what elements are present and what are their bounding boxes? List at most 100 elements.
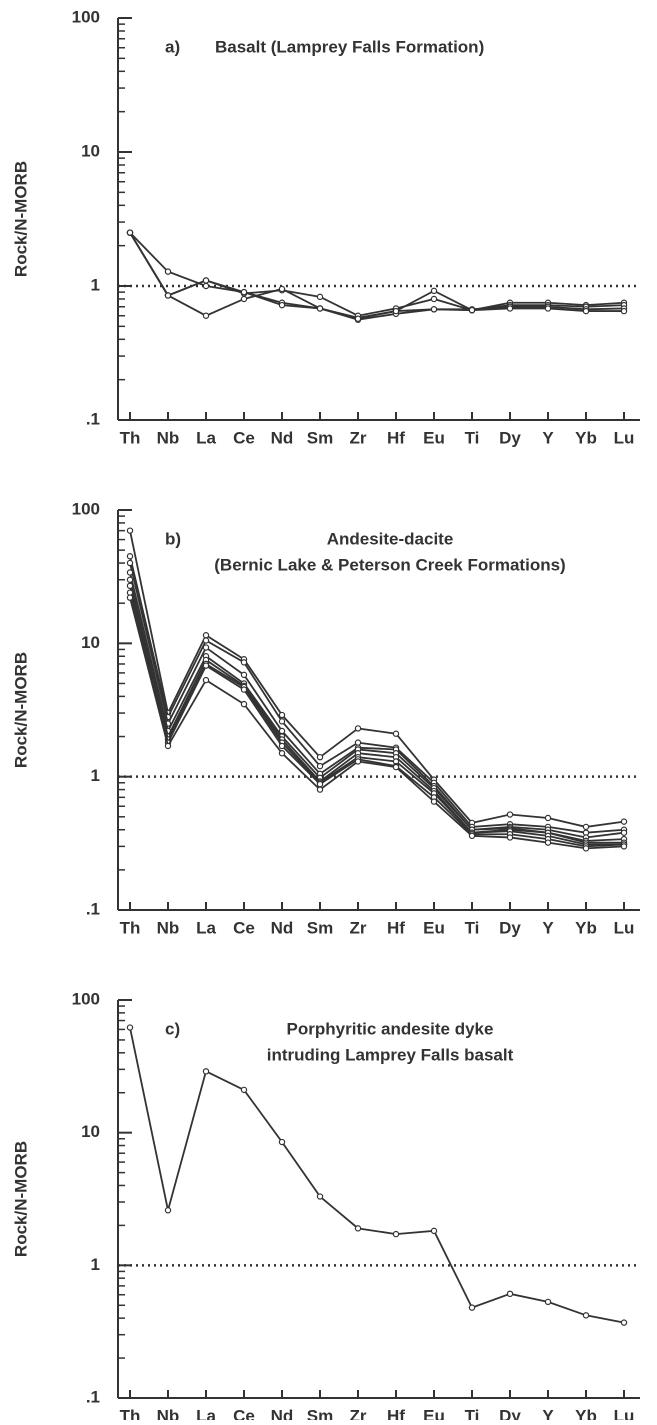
y-tick-label: .1: [86, 409, 100, 428]
data-point: [202, 662, 210, 669]
data-point: [202, 632, 210, 639]
data-point: [202, 277, 210, 284]
data-point: [126, 576, 134, 583]
data-point: [278, 301, 286, 309]
data-point: [316, 753, 324, 761]
y-tick-label: 1: [91, 766, 100, 785]
data-point: [544, 305, 552, 312]
x-tick-label: Ti: [465, 918, 480, 937]
x-tick-label: Hf: [387, 918, 405, 937]
data-point: [468, 1304, 476, 1311]
series-line: [129, 1027, 625, 1324]
x-tick-label: Lu: [614, 918, 635, 937]
panel-label: c): [165, 1019, 180, 1038]
y-axis-label: Rock/N-MORB: [11, 161, 30, 277]
x-tick-label: Ti: [465, 428, 480, 447]
x-tick-label: Ti: [465, 1406, 480, 1420]
y-tick-label: 1: [91, 275, 100, 294]
data-point: [316, 780, 324, 788]
data-point: [430, 287, 438, 295]
data-point: [620, 1319, 628, 1326]
data-point: [392, 763, 400, 771]
data-point: [126, 594, 134, 601]
series-line: [129, 556, 625, 834]
y-tick-label: 100: [72, 499, 100, 518]
x-tick-label: Sm: [307, 1406, 333, 1420]
x-tick-label: Th: [120, 918, 141, 937]
series-line: [129, 232, 625, 321]
x-tick-label: Ce: [233, 1406, 255, 1420]
x-tick-label: Ce: [233, 918, 255, 937]
data-point: [506, 1290, 514, 1298]
x-tick-label: Dy: [499, 428, 521, 447]
data-point: [354, 315, 362, 322]
x-tick-label: Th: [120, 1406, 141, 1420]
x-tick-label: Th: [120, 428, 141, 447]
x-tick-label: Hf: [387, 428, 405, 447]
x-tick-label: Yb: [575, 1406, 597, 1420]
data-point: [620, 843, 628, 850]
series-line: [129, 579, 624, 844]
data-point: [240, 1086, 248, 1094]
data-point: [202, 1068, 210, 1075]
data-point: [506, 834, 514, 841]
data-point: [430, 295, 438, 303]
x-tick-label: Nb: [157, 1406, 180, 1420]
data-point: [582, 1312, 590, 1319]
data-point: [544, 839, 552, 846]
x-tick-label: Ce: [233, 428, 255, 447]
x-tick-label: Y: [542, 1406, 554, 1420]
chart-title: Andesite-dacite: [327, 529, 454, 548]
x-tick-label: Sm: [307, 428, 333, 447]
data-point: [468, 306, 476, 314]
panel-label: b): [165, 529, 181, 548]
data-point: [126, 1024, 134, 1031]
data-point: [202, 282, 210, 290]
y-tick-label: 10: [81, 633, 100, 652]
x-tick-label: Nb: [157, 428, 180, 447]
series-line: [129, 530, 625, 828]
data-point: [354, 758, 362, 765]
data-point: [278, 1138, 286, 1146]
data-point: [582, 823, 590, 831]
data-point: [544, 1298, 552, 1306]
data-point: [354, 739, 362, 746]
data-point: [278, 749, 286, 757]
series-line: [129, 585, 624, 846]
data-point: [278, 718, 286, 725]
data-point: [126, 569, 134, 576]
x-tick-label: Nd: [271, 918, 294, 937]
x-tick-label: La: [196, 1406, 216, 1420]
data-point: [278, 711, 286, 719]
data-point: [392, 307, 400, 315]
series-line: [129, 597, 625, 850]
x-tick-label: Sm: [307, 918, 333, 937]
chart-title: intruding Lamprey Falls basalt: [267, 1045, 514, 1064]
data-point: [620, 829, 628, 836]
data-point: [202, 644, 210, 651]
data-point: [240, 700, 248, 708]
data-point: [506, 811, 514, 818]
x-tick-label: La: [196, 428, 216, 447]
data-point: [316, 1193, 324, 1200]
y-tick-label: .1: [86, 1387, 100, 1406]
data-point: [354, 1225, 362, 1232]
y-axis-label: Rock/N-MORB: [11, 1141, 30, 1257]
data-point: [354, 725, 362, 732]
data-point: [582, 845, 590, 852]
data-point: [202, 637, 210, 644]
chart-title: Porphyritic andesite dyke: [287, 1019, 494, 1038]
data-point: [278, 285, 286, 293]
y-tick-label: 1: [91, 1255, 100, 1274]
y-axis-label: Rock/N-MORB: [11, 652, 30, 768]
y-tick-label: 10: [81, 141, 100, 160]
data-point: [202, 312, 210, 319]
data-point: [316, 762, 324, 770]
data-point: [240, 295, 248, 303]
x-tick-label: Nd: [271, 428, 294, 447]
data-point: [202, 676, 210, 684]
data-point: [164, 292, 172, 299]
y-tick-label: 100: [72, 7, 100, 26]
x-tick-label: Lu: [614, 1406, 635, 1420]
data-point: [316, 786, 324, 793]
